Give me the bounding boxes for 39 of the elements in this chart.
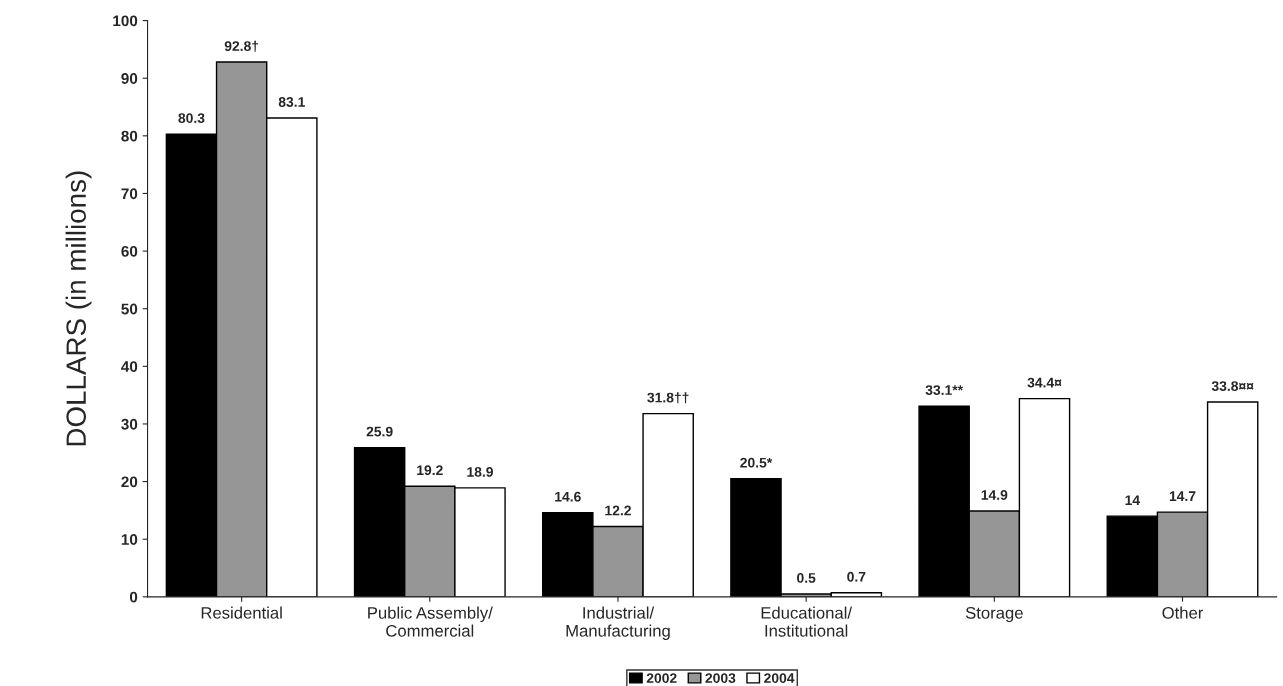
- data-label: 0.5: [797, 573, 816, 583]
- x-tick-label: Educational/ Institutional: [761, 606, 853, 637]
- y-tick-label: 20: [121, 476, 138, 488]
- data-label: 0.7: [847, 571, 866, 582]
- y-tick-label: 50: [121, 303, 138, 315]
- y-tick-label: 100: [113, 15, 138, 27]
- y-tick-label: 30: [121, 418, 138, 430]
- data-label: 83.1: [278, 97, 305, 107]
- data-label: 31.8††: [647, 392, 689, 404]
- data-label: 80.3: [178, 113, 205, 124]
- data-label: 20.5*: [740, 457, 773, 468]
- data-label: 19.2: [417, 465, 443, 476]
- data-label: 18.9: [467, 467, 493, 477]
- y-tick-label: 80: [121, 130, 138, 142]
- y-tick-label: 0: [129, 591, 138, 603]
- data-label: 92.8†: [224, 40, 259, 52]
- data-label: 14.7: [1169, 491, 1196, 501]
- legend-label: 2002: [646, 673, 677, 684]
- legend-label: 2003: [705, 673, 736, 684]
- x-tick-label: Industrial/ Manufacturing: [566, 606, 670, 641]
- x-tick-label: Residential: [201, 606, 282, 619]
- y-tick-label: 70: [121, 188, 138, 200]
- data-label: 12.2: [605, 505, 631, 516]
- data-label: 33.8¤¤: [1211, 381, 1254, 391]
- x-tick-label: Other: [1162, 606, 1204, 619]
- legend-label: 2004: [764, 673, 795, 684]
- data-label: 34.4¤: [1027, 377, 1062, 388]
- y-tick-label: 90: [121, 73, 138, 84]
- data-label: 14.6: [555, 491, 581, 502]
- y-tick-label: 60: [121, 245, 138, 257]
- x-tick-label: Public Assembly/ Commercial: [368, 606, 493, 637]
- y-axis-title: DOLLARS (in millions): [65, 171, 92, 446]
- x-tick-label: Storage: [965, 606, 1023, 623]
- y-tick-label: 10: [121, 534, 138, 545]
- data-label: 14.9: [981, 490, 1008, 500]
- y-tick-label: 40: [121, 361, 138, 373]
- data-label: 25.9: [366, 426, 393, 437]
- data-label: 33.1**: [925, 385, 964, 396]
- data-label: 14: [1125, 495, 1140, 505]
